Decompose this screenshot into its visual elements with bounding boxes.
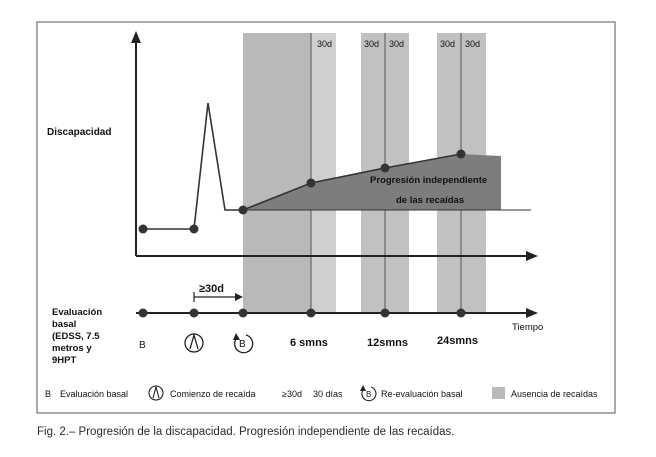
relapse-icon <box>184 332 204 353</box>
timeline-tick-label: 24smns <box>437 335 478 347</box>
timeline-left-label: Evaluación <box>52 307 102 318</box>
legend-text: Ausencia de recaídas <box>511 389 598 399</box>
legend-key: B <box>45 389 51 399</box>
svg-text:B: B <box>366 390 371 399</box>
timeline-arrow <box>526 308 538 318</box>
timeline-left-label: (EDSS, 7.5 <box>52 331 100 342</box>
legend-text: Re-evaluación basal <box>381 389 463 399</box>
timeline-left-label: 9HPT <box>52 355 76 366</box>
legend-text: Evaluación basal <box>60 389 128 399</box>
timeline-point <box>138 308 148 318</box>
data-point <box>138 224 148 234</box>
band-label: 30d <box>389 39 404 49</box>
shaded-band <box>243 33 311 313</box>
timeline-tick-label: 12smns <box>367 337 408 349</box>
band-label: 30d <box>364 39 379 49</box>
shaded-band <box>311 33 336 313</box>
timeline-axis-label: Tiempo <box>512 322 543 333</box>
band-label: 30d <box>465 39 480 49</box>
timeline-left-label: metros y <box>52 343 92 354</box>
legend-relapse-icon <box>148 384 164 401</box>
data-point <box>189 224 199 234</box>
data-point <box>456 149 466 159</box>
legend-text: 30 días <box>313 389 343 399</box>
timeline-point <box>380 308 390 318</box>
legend-reassessment-icon: B <box>360 385 377 402</box>
data-point <box>306 178 316 188</box>
band-label: 30d <box>317 39 332 49</box>
data-point <box>380 163 390 173</box>
figure-caption: Fig. 2.– Progresión de la discapacidad. … <box>37 426 454 438</box>
legend-key: ≥30d <box>282 389 302 399</box>
disability-line <box>143 102 462 230</box>
timeline-point <box>306 308 316 318</box>
y-axis-arrow <box>131 31 141 43</box>
timeline-tick-label: B <box>139 340 146 351</box>
timeline-tick-label: 6 smns <box>290 337 328 349</box>
timeline-left-label: basal <box>52 319 76 330</box>
gap-bracket-arrow <box>235 293 243 301</box>
progression-area <box>243 154 501 210</box>
progression-label: Progresión independiente <box>370 175 487 186</box>
legend: B Evaluación basal Comienzo de recaída ≥… <box>45 384 598 402</box>
data-point <box>238 205 248 215</box>
timeline-point <box>456 308 466 318</box>
svg-text:B: B <box>239 339 246 350</box>
legend-shade-swatch <box>492 387 505 399</box>
x-axis-arrow <box>526 251 538 261</box>
legend-text: Comienzo de recaída <box>170 389 256 399</box>
y-axis-label: Discapacidad <box>47 127 111 138</box>
band-label: 30d <box>440 39 455 49</box>
progression-label: de las recaídas <box>396 195 464 206</box>
timeline-point <box>238 308 248 318</box>
reassessment-icon: B <box>233 333 254 354</box>
gap-label: ≥30d <box>199 283 224 295</box>
timeline-point <box>189 308 199 318</box>
